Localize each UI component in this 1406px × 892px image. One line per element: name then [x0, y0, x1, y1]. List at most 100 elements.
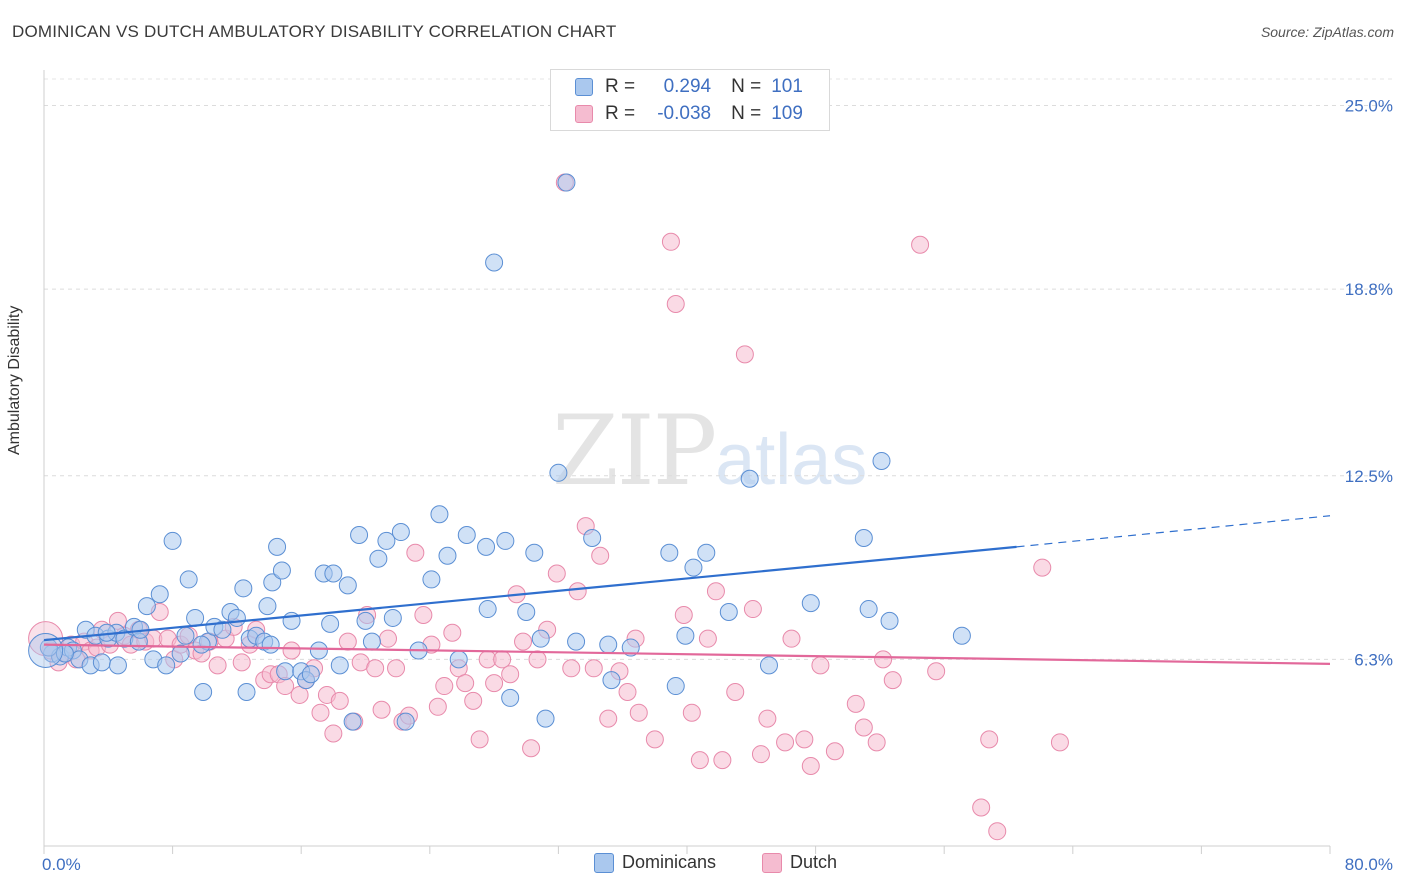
legend-n-label: N = — [731, 76, 762, 97]
dutch-point — [330, 691, 349, 710]
dominicans-point — [227, 608, 246, 627]
dutch-trend-line — [43, 643, 1331, 665]
legend-row-dominicans: R = 0.294 N = 101 — [575, 74, 803, 100]
dutch-point — [562, 659, 581, 678]
dutch-point — [980, 730, 999, 749]
dutch-point — [456, 674, 475, 693]
dominicans-point — [186, 608, 205, 627]
dominicans-point — [276, 662, 295, 681]
dominicans-point — [261, 635, 280, 654]
dominicans-point — [438, 546, 457, 565]
legend-label-dominicans: Dominicans — [622, 852, 717, 872]
dominicans-point — [859, 600, 878, 619]
correlation-legend: R = 0.294 N = 101 R = -0.038 N = 109 — [550, 69, 830, 131]
dutch-point — [290, 685, 309, 704]
dutch-point — [867, 733, 886, 752]
dutch-point — [874, 650, 893, 669]
dutch-point — [854, 718, 873, 737]
dominicans-point — [422, 570, 441, 589]
dutch-point — [666, 294, 685, 313]
watermark: ZIPatlas — [552, 395, 867, 507]
dominicans-point — [666, 677, 685, 696]
dominicans-point — [338, 576, 357, 595]
legend-item-dutch[interactable]: Dutch — [762, 852, 837, 873]
legend-r-label: R = — [605, 103, 636, 124]
dutch-point — [758, 709, 777, 728]
dominicans-point — [108, 656, 127, 675]
dominicans-point — [137, 597, 156, 616]
dominicans-point — [309, 641, 328, 660]
series-legend: Dominicans Dutch — [0, 852, 1406, 878]
dominicans-point — [356, 611, 375, 630]
dominicans-point — [301, 665, 320, 684]
dominicans-point — [391, 523, 410, 542]
dominicans-point — [237, 682, 256, 701]
dutch-points-layer — [28, 173, 1069, 841]
axis-layer — [43, 70, 1331, 854]
dominicans-point — [531, 629, 550, 648]
dominicans-point — [324, 564, 343, 583]
dominicans-point — [171, 644, 190, 663]
legend-n-value: 101 — [771, 76, 803, 97]
dutch-point — [713, 751, 732, 770]
legend-label-dutch: Dutch — [790, 852, 838, 872]
dutch-point — [661, 232, 680, 251]
dominicans-point — [213, 620, 232, 639]
dutch-point — [501, 665, 520, 684]
dominicans-point — [377, 531, 396, 550]
legend-swatch-dutch — [762, 852, 782, 873]
dutch-point — [514, 632, 533, 651]
dominicans-point — [383, 608, 402, 627]
dutch-point — [618, 682, 637, 701]
dutch-point — [927, 662, 946, 681]
dominicans-point — [272, 561, 291, 580]
dominicans-point — [660, 543, 679, 562]
dutch-point — [988, 822, 1007, 841]
dominicans-point — [880, 611, 899, 630]
dominicans-point — [430, 505, 449, 524]
watermark-atlas: atlas — [715, 420, 868, 500]
dutch-point — [338, 632, 357, 651]
dutch-point — [208, 656, 227, 675]
dutch-point — [795, 730, 814, 749]
dutch-point — [485, 674, 504, 693]
dominicans-point — [621, 638, 640, 657]
dominicans-point — [449, 650, 468, 669]
dutch-point — [674, 605, 693, 624]
dominicans-point — [599, 635, 618, 654]
dominicans-point — [194, 682, 213, 701]
dominicans-point — [676, 626, 695, 645]
dominicans-point — [343, 712, 362, 731]
watermark-zip: ZIP — [552, 395, 717, 507]
dutch-point — [311, 703, 330, 722]
dutch-point — [282, 641, 301, 660]
dominicans-point — [759, 656, 778, 675]
trend-layer — [43, 515, 1331, 665]
dominicans-point — [602, 671, 621, 690]
dominicans-trend-line — [43, 545, 1017, 642]
dominicans-point — [350, 526, 369, 545]
dominicans-point — [163, 531, 182, 550]
dominicans-point — [192, 635, 211, 654]
dutch-point — [435, 677, 454, 696]
grid-layer — [44, 78, 1392, 660]
dominicans-point — [330, 656, 349, 675]
dominicans-point — [477, 537, 496, 556]
x-tick-label: 0.0% — [42, 855, 81, 874]
dominicans-point — [179, 570, 198, 589]
legend-item-dominicans[interactable]: Dominicans — [594, 852, 716, 873]
dutch-point — [801, 757, 820, 776]
dominicans-point — [496, 531, 515, 550]
legend-row-dutch: R = -0.038 N = 109 — [575, 101, 803, 127]
dutch-point — [522, 739, 541, 758]
dominicans-point — [583, 528, 602, 547]
dutch-point — [726, 682, 745, 701]
dominicans-point — [684, 558, 703, 577]
x-tick-label: 80.0% — [1345, 855, 1393, 874]
dutch-point — [645, 730, 664, 749]
dutch-point — [584, 659, 603, 678]
dutch-point — [883, 671, 902, 690]
dutch-point — [698, 629, 717, 648]
dutch-point — [735, 345, 754, 364]
